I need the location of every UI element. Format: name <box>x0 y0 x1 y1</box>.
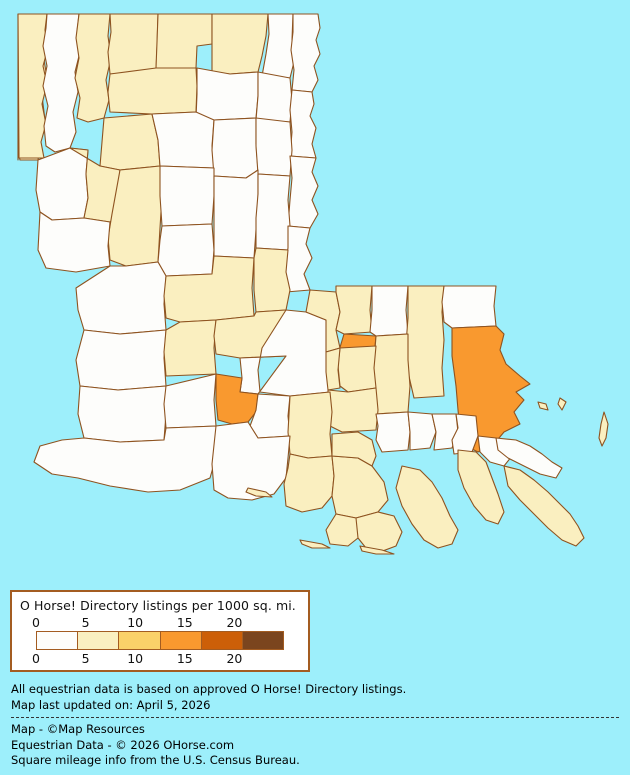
parish-sabine[interactable] <box>37 211 111 273</box>
map-legend: O Horse! Directory listings per 1000 sq.… <box>10 590 310 672</box>
legend-swatch-1[interactable] <box>78 632 120 649</box>
legend-ticks-top: 0 5 10 15 20 <box>32 615 284 630</box>
parish-franklin[interactable] <box>255 117 293 177</box>
legend-tick-bottom-5: 5 <box>81 651 90 666</box>
parish-iberville[interactable] <box>327 387 379 433</box>
legend-tick-top-10: 10 <box>127 615 144 630</box>
legend-tick-top-15: 15 <box>176 615 193 630</box>
parish-calcasieu[interactable] <box>77 385 167 443</box>
legend-swatch-4[interactable] <box>201 632 243 649</box>
parish-assumption[interactable] <box>331 431 377 467</box>
island-breton <box>557 397 567 411</box>
legend-tick-top-20: 20 <box>226 615 243 630</box>
legend-ticks-bottom: 0 5 10 15 20 <box>32 651 284 670</box>
footer-census-credit: Square mileage info from the U.S. Census… <box>11 753 300 767</box>
parish-lafourche[interactable] <box>395 465 459 549</box>
parish-avoyelles[interactable] <box>253 247 291 313</box>
parish-madison[interactable] <box>289 89 317 159</box>
island-marsh-2 <box>245 487 273 498</box>
island-lake-borgne <box>537 401 549 411</box>
footer-map-credit: Map - ©Map Resources <box>11 722 145 736</box>
choropleth-map <box>17 13 609 555</box>
footer-last-updated: Map last updated on: April 5, 2026 <box>11 697 211 712</box>
parish-jackson[interactable] <box>151 111 215 169</box>
parish-tensas[interactable] <box>287 155 319 229</box>
parish-union[interactable] <box>155 13 213 69</box>
legend-tick-top-0: 0 <box>32 615 40 630</box>
parish-st-mary[interactable] <box>331 455 389 519</box>
legend-swatch-5[interactable] <box>242 632 284 649</box>
parish-ouachita[interactable] <box>195 67 259 121</box>
legend-swatch-3[interactable] <box>160 632 202 649</box>
parish-terrebonne[interactable] <box>325 511 403 553</box>
legend-tick-top-5: 5 <box>81 615 90 630</box>
parish-bossier[interactable] <box>42 13 81 153</box>
parish-la-salle[interactable] <box>213 169 259 259</box>
parish-grant[interactable] <box>157 223 215 277</box>
parish-west-baton-rouge[interactable] <box>325 347 341 391</box>
footer-data-credit: Equestrian Data - © 2026 OHorse.com <box>11 737 235 752</box>
legend-color-bar <box>36 631 284 650</box>
legend-tick-bottom-20: 20 <box>226 651 243 666</box>
footer-divider <box>11 717 619 718</box>
parish-caldwell[interactable] <box>211 117 259 179</box>
parish-tangipahoa[interactable] <box>405 285 445 399</box>
island-grand-isle <box>359 545 395 555</box>
legend-tick-bottom-0: 0 <box>32 651 40 666</box>
parish-lincoln[interactable] <box>107 67 198 115</box>
parish-morehouse[interactable] <box>211 13 269 75</box>
parish-catahoula[interactable] <box>255 173 291 251</box>
parish-west-feliciana[interactable] <box>335 285 373 335</box>
parish-washington[interactable] <box>441 285 497 329</box>
parish-acadia[interactable] <box>215 373 259 425</box>
parish-east-baton-rouge[interactable] <box>337 345 377 393</box>
parish-de-soto[interactable] <box>35 147 89 221</box>
parish-st-bernard[interactable] <box>495 437 563 479</box>
parish-winn[interactable] <box>159 165 215 227</box>
legend-tick-bottom-15: 15 <box>176 651 193 666</box>
parish-iberia[interactable] <box>283 453 335 513</box>
parish-plaquemines[interactable] <box>503 465 585 547</box>
parish-vernon[interactable] <box>75 261 167 335</box>
parish-st-martin[interactable] <box>287 391 333 459</box>
parish-bienville[interactable] <box>99 113 161 171</box>
parish-st-james[interactable] <box>407 411 437 451</box>
parish-jefferson-davis[interactable] <box>163 373 217 429</box>
parish-claiborne[interactable] <box>107 13 159 75</box>
parish-allen[interactable] <box>163 319 217 377</box>
footer-data-source-note: All equestrian data is based on approved… <box>11 682 407 696</box>
legend-swatch-0[interactable] <box>37 632 79 649</box>
island-chandeleur <box>598 411 609 447</box>
parish-jefferson[interactable] <box>457 449 505 525</box>
parish-ascension[interactable] <box>375 411 411 453</box>
parish-east-feliciana[interactable] <box>369 285 409 337</box>
legend-swatch-2[interactable] <box>119 632 161 649</box>
footer: All equestrian data is based on approved… <box>11 682 623 769</box>
island-marsh-1 <box>299 539 331 549</box>
parish-beauregard[interactable] <box>75 329 167 391</box>
legend-title: O Horse! Directory listings per 1000 sq.… <box>20 598 296 613</box>
legend-tick-bottom-10: 10 <box>127 651 144 666</box>
parish-east-carroll[interactable] <box>290 13 321 93</box>
parish-richland[interactable] <box>255 71 293 123</box>
parish-webster[interactable] <box>74 13 112 123</box>
